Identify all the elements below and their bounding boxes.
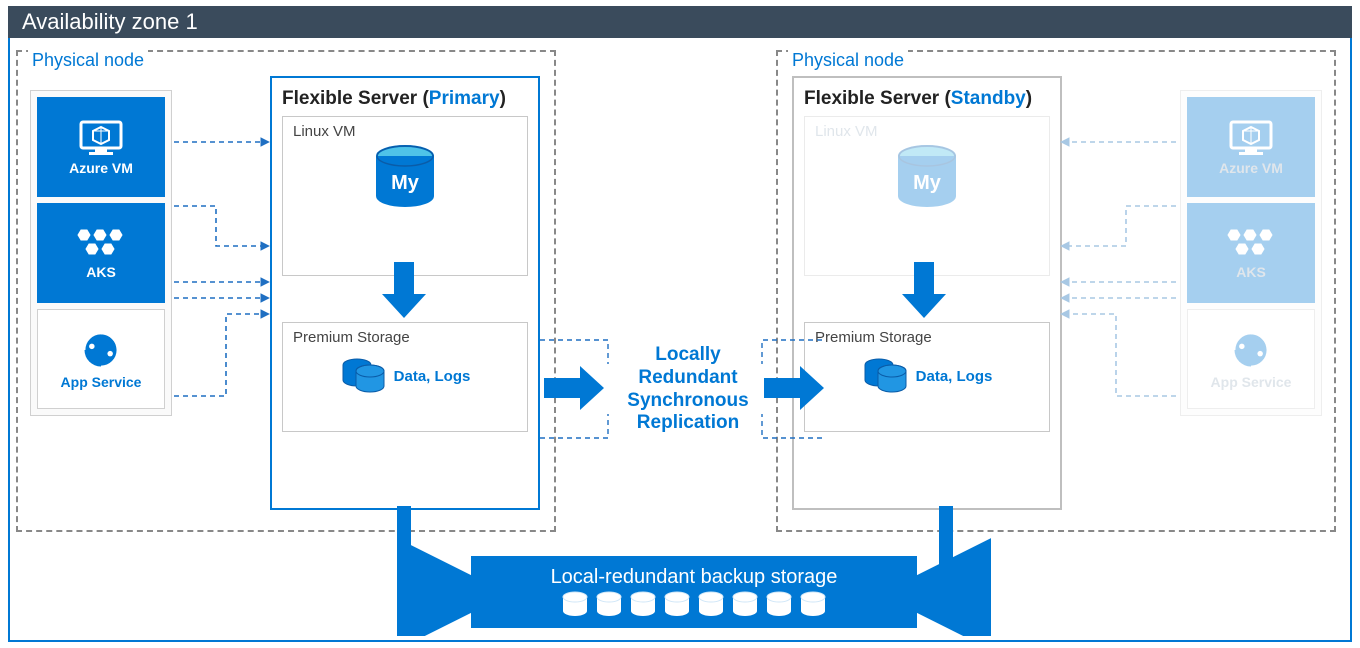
backup-cylinder-icon [560,591,590,619]
physical-node-left: Physical node Azure VM AKS App Service F… [16,50,556,532]
azure-vm-card: Azure VM [37,97,165,197]
mysql-icon [371,144,439,214]
azure-vm-label: Azure VM [69,160,133,176]
flex-primary-title: Flexible Server (Primary) [282,88,528,110]
primary-storage-box: Premium Storage Data, Logs [282,322,528,432]
appsvc-icon [79,328,123,372]
vm-icon [1227,118,1275,158]
backup-cylinder-icon [798,591,828,619]
flex-standby-role: Standby [951,88,1026,109]
standby-storage-box: Premium Storage Data, Logs [804,322,1050,432]
flex-primary-title-prefix: Flexible Server ( [282,88,429,109]
standby-linux-label: Linux VM [815,123,1039,140]
app-service-label: App Service [61,374,142,390]
aks-label: AKS [86,264,116,280]
physical-node-right-label: Physical node [788,50,908,71]
backup-cylinder-icon [594,591,624,619]
flexible-server-primary: Flexible Server (Primary) Linux VM Premi… [270,76,540,510]
backup-storage-box: Local-redundant backup storage [471,556,917,628]
replication-label: Locally Redundant Synchronous Replicatio… [608,344,768,435]
aks-icon [1221,226,1281,262]
standby-data-logs-label: Data, Logs [916,368,993,385]
disks-icon [862,356,910,396]
backup-cylinder-icon [628,591,658,619]
vm-icon [77,118,125,158]
standby-storage-label: Premium Storage [815,329,1039,346]
flex-standby-title-prefix: Flexible Server ( [804,88,951,109]
disks-icon [340,356,388,396]
backup-storage-title: Local-redundant backup storage [551,566,838,589]
flex-primary-role: Primary [429,88,500,109]
availability-zone-title: Availability zone 1 [8,6,1352,38]
backup-cylinder-icon [764,591,794,619]
flex-standby-title: Flexible Server (Standby) [804,88,1050,110]
backup-cylinder-icon [696,591,726,619]
aks-card-faded: AKS [1187,203,1315,303]
app-service-card: App Service [37,309,165,409]
flex-standby-title-suffix: ) [1026,88,1032,109]
primary-linux-vm-box: Linux VM [282,116,528,276]
diagram-canvas: Physical node Azure VM AKS App Service F… [16,46,1344,636]
flexible-server-standby: Flexible Server (Standby) Linux VM Premi… [792,76,1062,510]
primary-linux-label: Linux VM [293,123,517,140]
aks-card: AKS [37,203,165,303]
physical-node-right: Physical node Flexible Server (Standby) … [776,50,1336,532]
service-stack-left: Azure VM AKS App Service [30,90,172,416]
flex-primary-title-suffix: ) [500,88,506,109]
azure-vm-label: Azure VM [1219,160,1283,176]
aks-icon [71,226,131,262]
primary-data-logs-label: Data, Logs [394,368,471,385]
aks-label: AKS [1236,264,1266,280]
service-stack-right: Azure VM AKS App Service [1180,90,1322,416]
backup-cylinders [560,591,828,619]
app-service-card-faded: App Service [1187,309,1315,409]
primary-storage-label: Premium Storage [293,329,517,346]
azure-vm-card-faded: Azure VM [1187,97,1315,197]
backup-cylinder-icon [730,591,760,619]
appsvc-icon [1229,328,1273,372]
mysql-icon [893,144,961,214]
app-service-label: App Service [1211,374,1292,390]
backup-cylinder-icon [662,591,692,619]
standby-linux-vm-box: Linux VM [804,116,1050,276]
physical-node-left-label: Physical node [28,50,148,71]
